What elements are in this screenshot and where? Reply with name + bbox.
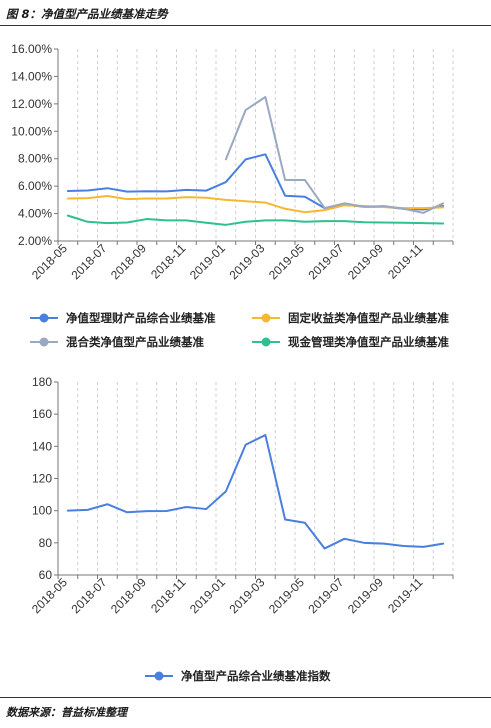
series-line-3	[224, 96, 445, 214]
legend-label: 净值型产品综合业绩基准指数	[181, 669, 331, 683]
x-tick-label: 2019-01	[187, 241, 228, 282]
x-tick-label: 2019-03	[226, 575, 267, 616]
y-tick-label: 14.00%	[11, 69, 52, 83]
legend-marker	[39, 313, 49, 323]
figure-title: 图 8：净值型产品业绩基准走势	[6, 7, 168, 21]
x-tick-label: 2019-09	[345, 241, 386, 282]
x-tick-label: 2018-11	[148, 575, 189, 616]
x-tick-label: 2019-09	[345, 575, 386, 616]
x-tick-label: 2019-07	[305, 241, 346, 282]
x-tick-label: 2018-07	[68, 241, 109, 282]
y-tick-label: 4.00%	[18, 207, 52, 221]
legend-marker	[261, 313, 271, 323]
legend-label: 净值型理财产品综合业绩基准	[66, 311, 216, 325]
x-tick-label: 2018-09	[108, 241, 149, 282]
x-tick-label: 2019-11	[385, 575, 426, 616]
y-tick-label: 6.00%	[18, 179, 52, 193]
x-tick-label: 2018-11	[148, 241, 189, 282]
y-tick-label: 160	[32, 407, 52, 421]
y-tick-label: 16.00%	[11, 42, 52, 56]
y-tick-label: 100	[32, 504, 52, 518]
y-tick-label: 180	[32, 375, 52, 389]
series-line-2	[66, 195, 445, 214]
y-tick-label: 2.00%	[18, 234, 52, 248]
legend-label: 混合类净值型产品业绩基准	[66, 335, 204, 349]
legend-marker	[39, 337, 49, 347]
y-tick-label: 10.00%	[11, 124, 52, 138]
x-tick-label: 2019-11	[385, 241, 426, 282]
chart-2-benchmark-index: 60801001201401601802018-052018-072018-09…	[29, 375, 454, 683]
x-tick-label: 2019-03	[226, 241, 267, 282]
legend-marker	[154, 671, 164, 681]
legend-marker	[261, 337, 271, 347]
x-tick-label: 2018-07	[68, 575, 109, 616]
top-rule	[0, 25, 491, 26]
series-line-4	[66, 214, 445, 226]
x-tick-label: 2019-07	[305, 575, 346, 616]
y-tick-label: 120	[32, 472, 52, 486]
x-tick-label: 2019-05	[266, 575, 307, 616]
bottom-rule	[0, 697, 491, 698]
series-line-1	[66, 434, 445, 550]
legend-label: 现金管理类净值型产品业绩基准	[288, 335, 449, 349]
chart-1-benchmark-rates: 2.00% 4.00% 6.00% 8.00% 10.00% 12.00% 14.00% 16…	[11, 42, 454, 349]
y-tick-label: 60	[39, 568, 53, 582]
y-tick-label: 12.00%	[11, 97, 52, 111]
x-tick-label: 2018-09	[108, 575, 149, 616]
x-tick-label: 2019-01	[187, 575, 228, 616]
y-tick-label: 140	[32, 439, 52, 453]
source-note: 数据来源：普益标准整理	[6, 706, 127, 719]
legend-label: 固定收益类净值型产品业绩基准	[288, 311, 449, 325]
y-tick-label: 8.00%	[18, 152, 52, 166]
y-tick-label: 80	[39, 536, 53, 550]
x-tick-label: 2019-05	[266, 241, 307, 282]
